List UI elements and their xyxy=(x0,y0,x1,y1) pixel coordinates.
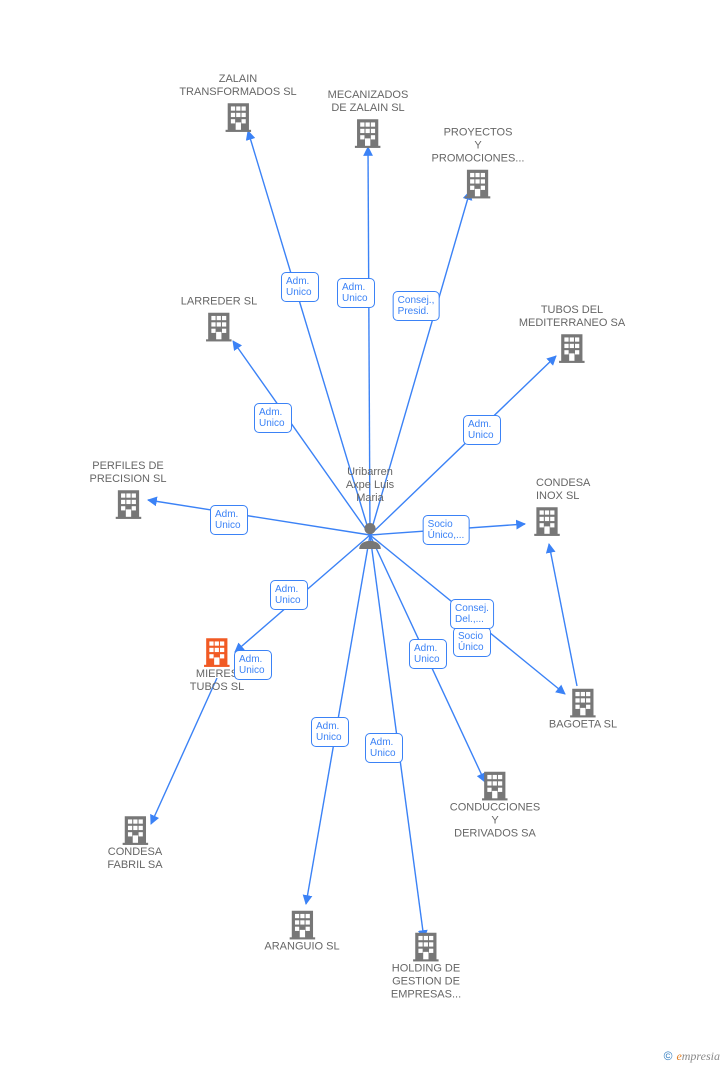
company-label: LARREDER SL xyxy=(181,296,257,309)
company-label: PERFILES DE PRECISION SL xyxy=(89,460,166,486)
company-node-perfiles[interactable]: PERFILES DE PRECISION SL xyxy=(89,460,166,520)
company-label: CONDESA FABRIL SA xyxy=(107,846,162,872)
company-node-condesa_inox[interactable]: CONDESA INOX SL xyxy=(530,503,564,537)
company-node-tubos[interactable]: TUBOS DEL MEDITERRANEO SA xyxy=(519,304,625,364)
edge-label-zalain: Adm. Unico xyxy=(281,272,319,302)
copyright-symbol: © xyxy=(664,1049,673,1063)
company-node-holding[interactable]: HOLDING DE GESTION DE EMPRESAS... xyxy=(391,929,461,1002)
company-node-conducciones[interactable]: CONDUCCIONES Y DERIVADOS SA xyxy=(450,768,540,841)
edge-label-conducciones: Adm. Unico xyxy=(409,639,447,669)
company-label: BAGOETA SL xyxy=(549,719,617,732)
center-person-label: Uribarren Axpe Luis Maria xyxy=(346,466,394,505)
brand-rest: mpresia xyxy=(682,1049,720,1063)
company-node-aranguio[interactable]: ARANGUIO SL xyxy=(264,907,339,954)
company-node-mecanizados[interactable]: MECANIZADOS DE ZALAIN SL xyxy=(328,89,409,149)
copyright: ©empresia xyxy=(664,1049,720,1064)
company-node-proyectos[interactable]: PROYECTOS Y PROMOCIONES... xyxy=(432,127,525,200)
edge-label-larreder: Adm. Unico xyxy=(254,403,292,433)
center-person-icon xyxy=(357,521,383,549)
company-node-bagoeta[interactable]: BAGOETA SL xyxy=(549,685,617,732)
edge-label-holding: Adm. Unico xyxy=(365,733,403,763)
company-label: ARANGUIO SL xyxy=(264,941,339,954)
edge-label-mieres-2: Adm. Unico xyxy=(234,650,272,680)
company-node-condesa_fab[interactable]: CONDESA FABRIL SA xyxy=(107,812,162,872)
company-label: ZALAIN TRANSFORMADOS SL xyxy=(179,73,296,99)
edge-label-condesa_inox: Socio Único,... xyxy=(423,515,470,545)
edge-label-bagoeta: Socio Único xyxy=(453,627,491,657)
edge-label-tubos: Adm. Unico xyxy=(463,415,501,445)
company-label: HOLDING DE GESTION DE EMPRESAS... xyxy=(391,963,461,1002)
edge-label-mecanizados: Adm. Unico xyxy=(337,278,375,308)
network-diagram: Uribarren Axpe Luis Maria ZALAIN TRANSFO… xyxy=(0,0,728,1070)
edge-label-proyectos: Consej., Presid. xyxy=(393,291,440,321)
company-node-larreder[interactable]: LARREDER SL xyxy=(181,296,257,343)
edge-label-perfiles: Adm. Unico xyxy=(210,505,248,535)
company-label: CONDESA INOX SL xyxy=(536,477,590,503)
edge-label-aranguio: Adm. Unico xyxy=(311,717,349,747)
edge-label-bagoeta-2: Consej. Del.,... xyxy=(450,599,494,629)
company-label: MECANIZADOS DE ZALAIN SL xyxy=(328,89,409,115)
company-label: PROYECTOS Y PROMOCIONES... xyxy=(432,127,525,166)
company-label: CONDUCCIONES Y DERIVADOS SA xyxy=(450,802,540,841)
company-label: TUBOS DEL MEDITERRANEO SA xyxy=(519,304,625,330)
edge-label-mieres: Adm. Unico xyxy=(270,580,308,610)
company-node-zalain[interactable]: ZALAIN TRANSFORMADOS SL xyxy=(179,73,296,133)
